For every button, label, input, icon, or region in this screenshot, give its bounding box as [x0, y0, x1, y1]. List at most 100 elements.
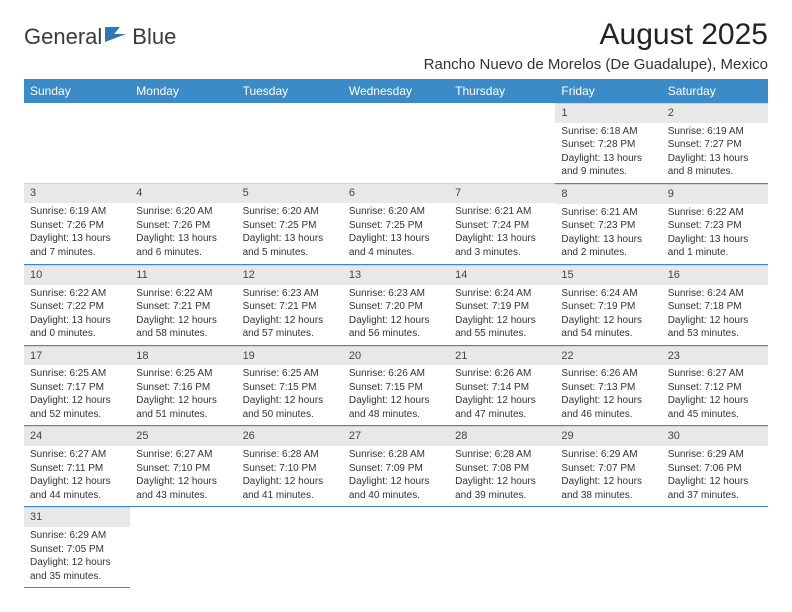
day-details: Sunrise: 6:24 AMSunset: 7:18 PMDaylight:…: [662, 285, 768, 345]
day-details: Sunrise: 6:27 AMSunset: 7:11 PMDaylight:…: [24, 446, 130, 506]
daylight-text-2: and 1 minute.: [668, 246, 762, 260]
calendar-week: 31Sunrise: 6:29 AMSunset: 7:05 PMDayligh…: [24, 507, 768, 588]
calendar-cell: 20Sunrise: 6:26 AMSunset: 7:15 PMDayligh…: [343, 345, 449, 426]
daylight-text-1: Daylight: 12 hours: [668, 314, 762, 328]
day-details: Sunrise: 6:27 AMSunset: 7:10 PMDaylight:…: [130, 446, 236, 506]
daylight-text-2: and 58 minutes.: [136, 327, 230, 341]
day-details: Sunrise: 6:20 AMSunset: 7:25 PMDaylight:…: [237, 203, 343, 263]
sunrise-text: Sunrise: 6:23 AM: [243, 287, 337, 301]
calendar-cell: 25Sunrise: 6:27 AMSunset: 7:10 PMDayligh…: [130, 426, 236, 507]
sunrise-text: Sunrise: 6:18 AM: [561, 125, 655, 139]
daylight-text-2: and 37 minutes.: [668, 489, 762, 503]
calendar-cell: 18Sunrise: 6:25 AMSunset: 7:16 PMDayligh…: [130, 345, 236, 426]
calendar-cell: 10Sunrise: 6:22 AMSunset: 7:22 PMDayligh…: [24, 264, 130, 345]
day-details: Sunrise: 6:25 AMSunset: 7:17 PMDaylight:…: [24, 365, 130, 425]
daylight-text-1: Daylight: 12 hours: [455, 314, 549, 328]
calendar-week: 24Sunrise: 6:27 AMSunset: 7:11 PMDayligh…: [24, 426, 768, 507]
sunrise-text: Sunrise: 6:29 AM: [561, 448, 655, 462]
day-number: 1: [555, 103, 661, 123]
sunset-text: Sunset: 7:13 PM: [561, 381, 655, 395]
sunrise-text: Sunrise: 6:28 AM: [455, 448, 549, 462]
calendar-cell: 9Sunrise: 6:22 AMSunset: 7:23 PMDaylight…: [662, 183, 768, 264]
daylight-text-2: and 44 minutes.: [30, 489, 124, 503]
sunset-text: Sunset: 7:21 PM: [243, 300, 337, 314]
daylight-text-1: Daylight: 12 hours: [136, 314, 230, 328]
day-number: 5: [237, 183, 343, 203]
sunset-text: Sunset: 7:19 PM: [561, 300, 655, 314]
sunrise-text: Sunrise: 6:29 AM: [668, 448, 762, 462]
calendar-cell: 30Sunrise: 6:29 AMSunset: 7:06 PMDayligh…: [662, 426, 768, 507]
calendar-cell: 15Sunrise: 6:24 AMSunset: 7:19 PMDayligh…: [555, 264, 661, 345]
sunset-text: Sunset: 7:23 PM: [561, 219, 655, 233]
logo-text-2: Blue: [132, 24, 176, 50]
sunrise-text: Sunrise: 6:19 AM: [668, 125, 762, 139]
daylight-text-1: Daylight: 13 hours: [243, 232, 337, 246]
daylight-text-1: Daylight: 12 hours: [561, 475, 655, 489]
logo-text-1: General: [24, 24, 102, 50]
sunrise-text: Sunrise: 6:29 AM: [30, 529, 124, 543]
day-number: 3: [24, 183, 130, 203]
sunrise-text: Sunrise: 6:21 AM: [455, 205, 549, 219]
sunrise-text: Sunrise: 6:25 AM: [30, 367, 124, 381]
sunset-text: Sunset: 7:17 PM: [30, 381, 124, 395]
day-number: 2: [662, 103, 768, 123]
daylight-text-2: and 2 minutes.: [561, 246, 655, 260]
sunset-text: Sunset: 7:25 PM: [349, 219, 443, 233]
day-details: Sunrise: 6:28 AMSunset: 7:09 PMDaylight:…: [343, 446, 449, 506]
daylight-text-1: Daylight: 12 hours: [30, 556, 124, 570]
calendar-cell: 7Sunrise: 6:21 AMSunset: 7:24 PMDaylight…: [449, 183, 555, 264]
sunset-text: Sunset: 7:26 PM: [136, 219, 230, 233]
daylight-text-2: and 6 minutes.: [136, 246, 230, 260]
daylight-text-1: Daylight: 12 hours: [455, 475, 549, 489]
day-number: 13: [343, 265, 449, 285]
sunset-text: Sunset: 7:08 PM: [455, 462, 549, 476]
sunset-text: Sunset: 7:05 PM: [30, 543, 124, 557]
daylight-text-2: and 46 minutes.: [561, 408, 655, 422]
calendar-cell: 26Sunrise: 6:28 AMSunset: 7:10 PMDayligh…: [237, 426, 343, 507]
sunset-text: Sunset: 7:06 PM: [668, 462, 762, 476]
calendar-cell: [24, 103, 130, 183]
daylight-text-2: and 56 minutes.: [349, 327, 443, 341]
calendar-cell: 29Sunrise: 6:29 AMSunset: 7:07 PMDayligh…: [555, 426, 661, 507]
day-number: 17: [24, 346, 130, 366]
daylight-text-2: and 0 minutes.: [30, 327, 124, 341]
sunrise-text: Sunrise: 6:22 AM: [668, 206, 762, 220]
day-number: 18: [130, 346, 236, 366]
daylight-text-1: Daylight: 12 hours: [455, 394, 549, 408]
day-details: Sunrise: 6:20 AMSunset: 7:26 PMDaylight:…: [130, 203, 236, 263]
daylight-text-2: and 8 minutes.: [668, 165, 762, 179]
day-header: Sunday: [24, 79, 130, 103]
calendar-cell: [130, 507, 236, 588]
sunset-text: Sunset: 7:20 PM: [349, 300, 443, 314]
daylight-text-1: Daylight: 13 hours: [136, 232, 230, 246]
daylight-text-2: and 55 minutes.: [455, 327, 549, 341]
daylight-text-1: Daylight: 13 hours: [455, 232, 549, 246]
calendar-cell: [237, 103, 343, 183]
daylight-text-2: and 41 minutes.: [243, 489, 337, 503]
day-details: Sunrise: 6:26 AMSunset: 7:15 PMDaylight:…: [343, 365, 449, 425]
day-details: Sunrise: 6:24 AMSunset: 7:19 PMDaylight:…: [555, 285, 661, 345]
calendar-cell: 31Sunrise: 6:29 AMSunset: 7:05 PMDayligh…: [24, 507, 130, 588]
day-details: Sunrise: 6:28 AMSunset: 7:10 PMDaylight:…: [237, 446, 343, 506]
sunset-text: Sunset: 7:27 PM: [668, 138, 762, 152]
calendar-week: 3Sunrise: 6:19 AMSunset: 7:26 PMDaylight…: [24, 183, 768, 264]
day-number: 19: [237, 346, 343, 366]
day-details: Sunrise: 6:21 AMSunset: 7:23 PMDaylight:…: [555, 204, 661, 264]
calendar-cell: 21Sunrise: 6:26 AMSunset: 7:14 PMDayligh…: [449, 345, 555, 426]
title-block: August 2025 Rancho Nuevo de Morelos (De …: [424, 18, 768, 73]
day-details: Sunrise: 6:21 AMSunset: 7:24 PMDaylight:…: [449, 203, 555, 263]
sunset-text: Sunset: 7:14 PM: [455, 381, 549, 395]
logo: General Blue: [24, 18, 176, 50]
calendar-cell: [662, 507, 768, 588]
daylight-text-2: and 5 minutes.: [243, 246, 337, 260]
daylight-text-2: and 50 minutes.: [243, 408, 337, 422]
sunset-text: Sunset: 7:19 PM: [455, 300, 549, 314]
sunrise-text: Sunrise: 6:26 AM: [561, 367, 655, 381]
sunrise-text: Sunrise: 6:27 AM: [30, 448, 124, 462]
calendar-week: 17Sunrise: 6:25 AMSunset: 7:17 PMDayligh…: [24, 345, 768, 426]
sunset-text: Sunset: 7:21 PM: [136, 300, 230, 314]
day-details: Sunrise: 6:29 AMSunset: 7:05 PMDaylight:…: [24, 527, 130, 587]
day-number: 22: [555, 346, 661, 366]
calendar-cell: 22Sunrise: 6:26 AMSunset: 7:13 PMDayligh…: [555, 345, 661, 426]
daylight-text-2: and 9 minutes.: [561, 165, 655, 179]
